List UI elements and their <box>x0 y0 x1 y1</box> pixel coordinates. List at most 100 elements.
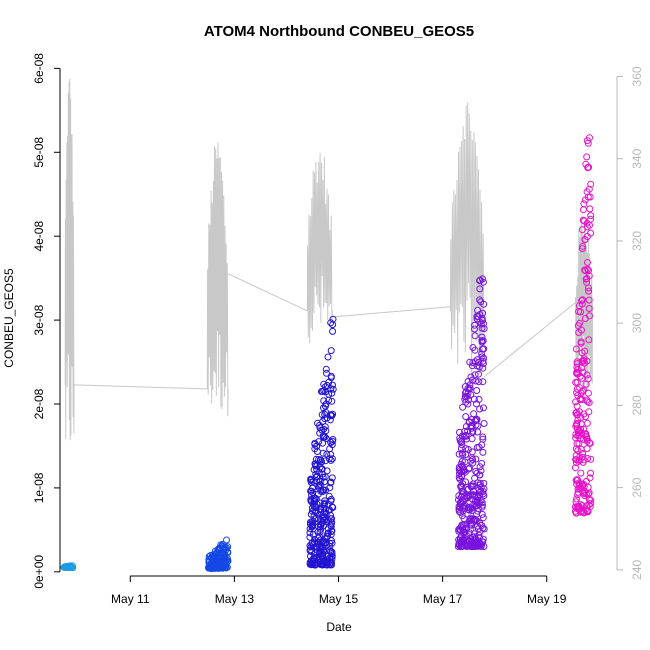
scatter-point <box>456 428 463 436</box>
scatter-point <box>474 306 482 314</box>
scatter-point <box>475 370 482 378</box>
scatter-point <box>462 413 470 421</box>
scatter-point <box>587 496 595 504</box>
scatter-point <box>462 531 470 539</box>
scatter-point <box>327 439 335 446</box>
scatter-point <box>585 305 593 312</box>
scatter-point <box>467 514 475 522</box>
scatter-point <box>580 456 588 464</box>
scatter-point <box>476 285 484 293</box>
scatter-point <box>329 327 337 335</box>
scatter-point <box>574 392 582 399</box>
scatter-point <box>207 554 215 562</box>
altitude-trace-flight <box>206 142 229 417</box>
scatter-point <box>574 370 582 378</box>
scatter-point <box>478 314 486 322</box>
scatter-point <box>314 490 322 498</box>
scatter-point <box>574 411 582 419</box>
scatter-series <box>571 134 595 517</box>
scatter-point <box>471 358 479 366</box>
scatter-point <box>581 492 589 500</box>
scatter-point <box>469 495 476 503</box>
scatter-point <box>473 315 481 323</box>
scatter-point <box>464 400 472 408</box>
scatter-point <box>325 378 333 386</box>
scatter-point <box>584 507 591 515</box>
scatter-point <box>320 425 328 433</box>
scatter-point <box>310 557 318 565</box>
scatter-point <box>580 483 588 491</box>
scatter-point <box>583 153 591 161</box>
scatter-point <box>208 561 216 569</box>
scatter-point <box>307 487 315 495</box>
scatter-point <box>579 450 587 457</box>
scatter-point <box>464 377 472 385</box>
scatter-point <box>577 364 585 372</box>
scatter-point <box>581 347 589 355</box>
scatter-point <box>316 463 324 471</box>
scatter-point <box>584 389 592 397</box>
scatter-point <box>456 500 464 508</box>
altitude-trace-flight <box>306 152 333 344</box>
scatter-point <box>478 522 486 529</box>
scatter-point <box>576 384 584 392</box>
x-axis-label: Date <box>326 620 352 634</box>
left-axis: 0e+00 1e-08 2e-08 3e-08 4e-08 5e-08 6e-08 <box>32 53 61 589</box>
scatter-point <box>583 223 591 231</box>
scatter-point <box>585 336 593 344</box>
scatter-point <box>320 505 328 512</box>
scatter-point <box>469 459 477 467</box>
y-tick-label: 5e-08 <box>32 137 46 168</box>
scatter-point <box>463 493 470 501</box>
scatter-point <box>586 193 594 201</box>
scatter-point <box>469 344 477 351</box>
scatter-point <box>471 516 479 524</box>
scatter-point <box>458 482 466 490</box>
right-axis: 240 260 280 300 320 340 360 <box>616 66 644 580</box>
scatter-point <box>329 504 337 511</box>
scatter-point <box>323 532 331 540</box>
scatter-point <box>574 491 582 499</box>
scatter-point <box>581 236 589 244</box>
scatter-point <box>316 477 324 485</box>
scatter-point <box>322 558 330 566</box>
scatter-point <box>211 547 219 555</box>
scatter-point <box>476 540 484 548</box>
scatter-point <box>578 297 586 305</box>
scatter-point <box>329 385 337 393</box>
scatter-point <box>313 477 321 485</box>
scatter-point <box>310 466 318 474</box>
y-tick-label: 0e+00 <box>32 555 46 589</box>
scatter-point <box>587 469 595 477</box>
scatter-point <box>580 200 588 208</box>
scatter-point <box>475 363 483 371</box>
altitude-trace-flight <box>449 102 485 385</box>
scatter-series <box>454 275 488 551</box>
scatter-point <box>219 551 227 559</box>
scatter-point <box>469 480 477 488</box>
x-tick-label: May 13 <box>215 592 255 606</box>
scatter-point <box>575 505 583 513</box>
scatter-point <box>468 504 476 512</box>
scatter-point <box>586 134 593 142</box>
scatter-point <box>223 558 231 566</box>
scatter-point <box>327 347 335 355</box>
scatter-point <box>579 296 586 304</box>
y-tick-label: 4e-08 <box>32 221 46 252</box>
scatter-point <box>580 357 588 365</box>
scatter-point <box>316 499 324 507</box>
scatter-point <box>480 300 488 308</box>
scatter-point <box>577 469 585 477</box>
scatter-point <box>308 557 315 565</box>
scatter-point <box>312 462 319 470</box>
scatter-point <box>577 484 584 492</box>
scatter-point <box>572 445 580 453</box>
scatter-point <box>317 545 325 553</box>
scatter-point <box>476 405 484 413</box>
scatter-point <box>312 514 320 522</box>
scatter-point <box>477 483 485 491</box>
scatter-point <box>474 428 482 436</box>
scatter-point <box>328 397 336 405</box>
scatter-point <box>327 559 334 567</box>
